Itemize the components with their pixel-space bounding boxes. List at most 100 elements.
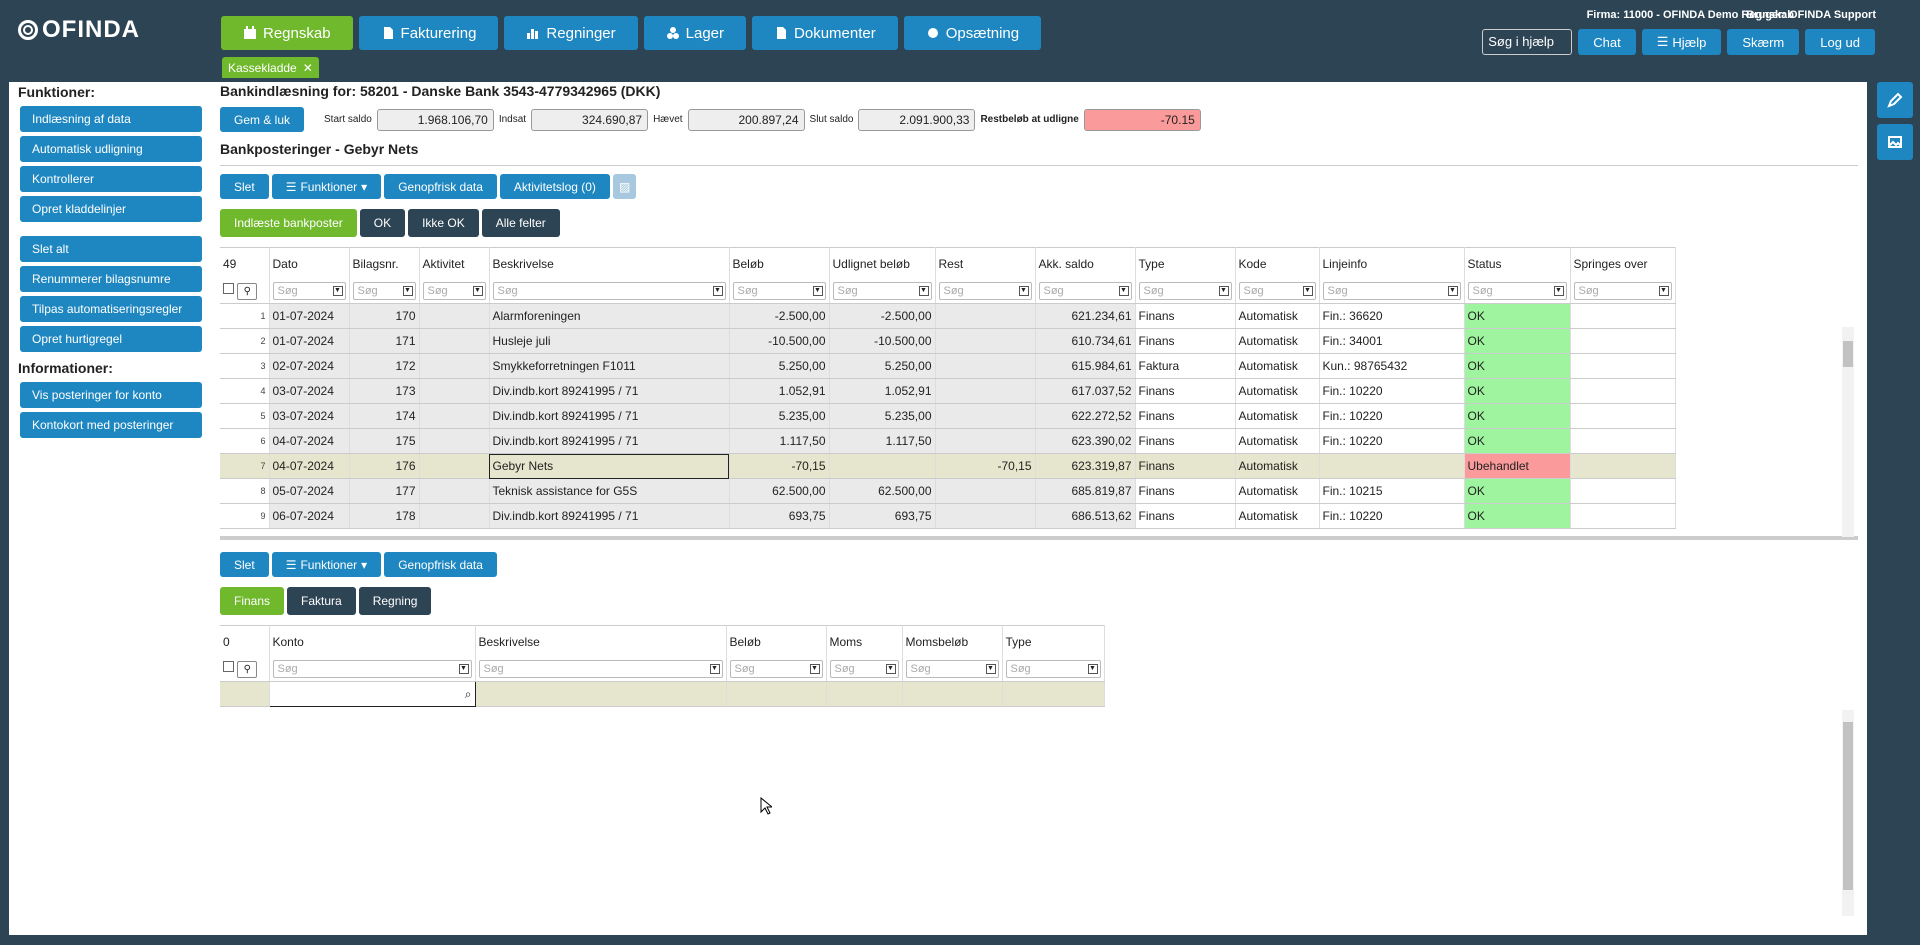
sidebar-btn-indlaesning[interactable]: Indlæsning af data: [20, 106, 202, 132]
tab-finans[interactable]: Finans: [220, 587, 285, 615]
cell-c3[interactable]: [419, 328, 490, 354]
scroll-thumb[interactable]: [1843, 341, 1853, 367]
cell-c3[interactable]: [419, 403, 490, 429]
functions-dropdown[interactable]: ☰ Funktioner ▾: [271, 174, 382, 199]
col-springes-over[interactable]: Springes over: [1570, 247, 1676, 280]
col-beloeb[interactable]: Beløb: [729, 247, 830, 280]
cell-c5[interactable]: 693,75: [729, 503, 830, 529]
filter-alle[interactable]: Alle felter: [481, 209, 560, 237]
table-row[interactable]: 7 04-07-2024 176 Gebyr Nets -70,15 -70,15 623.…: [220, 453, 1676, 479]
cell-c10[interactable]: Automatisk: [1235, 303, 1320, 329]
refresh-button[interactable]: Genopfrisk data: [384, 174, 497, 199]
cell-c12[interactable]: OK: [1464, 478, 1571, 504]
cell-c10[interactable]: Automatisk: [1235, 378, 1320, 404]
screen-button[interactable]: Skærm: [1727, 29, 1800, 55]
cell-c3[interactable]: [419, 478, 490, 504]
col-akk-saldo[interactable]: Akk. saldo: [1035, 247, 1136, 280]
filter-dropdown-icon[interactable]: ▼: [918, 286, 929, 297]
cell-c1[interactable]: 02-07-2024: [269, 353, 350, 379]
cell-c2[interactable]: 175: [349, 428, 420, 454]
col-status[interactable]: Status: [1464, 247, 1571, 280]
cell-c5[interactable]: 1.052,91: [729, 378, 830, 404]
cell-c12[interactable]: OK: [1464, 503, 1571, 529]
column-search-input[interactable]: Søg ▼: [938, 282, 1032, 301]
sidebar-btn-tilpas-regler[interactable]: Tilpas automatiseringsregler: [20, 296, 202, 322]
filter-dropdown-icon[interactable]: ▼: [809, 664, 820, 675]
cell-c9[interactable]: Finans: [1135, 428, 1236, 454]
col-beskrivelse[interactable]: Beskrivelse: [489, 247, 730, 280]
cell-c4[interactable]: Div.indb.kort 89241995 / 71: [489, 428, 730, 454]
filter-dropdown-icon[interactable]: ▼: [1218, 286, 1229, 297]
cell-c12[interactable]: OK: [1464, 353, 1571, 379]
cell-c10[interactable]: Automatisk: [1235, 403, 1320, 429]
cell-c9[interactable]: Finans: [1135, 478, 1236, 504]
col-lower-beskrivelse[interactable]: Beskrivelse: [475, 625, 727, 658]
nav-regnskab[interactable]: Regnskab: [221, 16, 353, 50]
cell-c1[interactable]: 06-07-2024: [269, 503, 350, 529]
cell-c4[interactable]: Div.indb.kort 89241995 / 71: [489, 403, 730, 429]
cell-c12[interactable]: Ubehandlet: [1464, 453, 1571, 479]
konto-input[interactable]: ⌕: [268, 681, 476, 707]
cell-c13[interactable]: [1570, 478, 1676, 504]
cell-c7[interactable]: [935, 428, 1036, 454]
cell-c8[interactable]: 623.390,02: [1035, 428, 1136, 454]
filter-dropdown-icon[interactable]: ▼: [402, 286, 413, 297]
edit-button[interactable]: [1877, 82, 1913, 118]
cell-c11[interactable]: Fin.: 36620: [1319, 303, 1465, 329]
cell-c12[interactable]: OK: [1464, 428, 1571, 454]
column-search-input[interactable]: Søg ▼: [478, 660, 723, 679]
cell-c4[interactable]: Husleje juli: [489, 328, 730, 354]
tab-regning[interactable]: Regning: [358, 587, 432, 615]
binoculars-icon[interactable]: ⚲: [237, 660, 258, 678]
col-momsbeloeb[interactable]: Momsbeløb: [902, 625, 1003, 658]
cell-c13[interactable]: [1570, 303, 1676, 329]
cell-c7[interactable]: [935, 503, 1036, 529]
cell-c3[interactable]: [419, 453, 490, 479]
col-lower-beloeb[interactable]: Beløb: [726, 625, 827, 658]
cell-c3[interactable]: [419, 353, 490, 379]
column-search-input[interactable]: Søg ▼: [1238, 282, 1316, 301]
table-row[interactable]: 8 05-07-2024 177 Teknisk assistance for G5S…: [220, 478, 1676, 504]
column-search-input[interactable]: Søg ▼: [1322, 282, 1461, 301]
cell-c4[interactable]: Div.indb.kort 89241995 / 71: [489, 503, 730, 529]
cell-c2[interactable]: 171: [349, 328, 420, 354]
column-search-input[interactable]: Søg ▼: [1467, 282, 1567, 301]
filter-dropdown-icon[interactable]: ▼: [985, 664, 996, 675]
col-konto[interactable]: Konto: [269, 625, 476, 658]
table-row[interactable]: 3 02-07-2024 172 Smykkeforretningen F1011 5.…: [220, 353, 1676, 379]
cell-c2[interactable]: 170: [349, 303, 420, 329]
nav-lager[interactable]: Lager: [643, 16, 747, 50]
cell-c10[interactable]: Automatisk: [1235, 353, 1320, 379]
binoculars-icon[interactable]: ⚲: [237, 282, 258, 300]
cell-c12[interactable]: OK: [1464, 328, 1571, 354]
filter-dropdown-icon[interactable]: ▼: [709, 664, 720, 675]
select-all-checkbox[interactable]: [223, 282, 234, 294]
column-search-input[interactable]: Søg ▼: [829, 660, 899, 679]
cell-c2[interactable]: 178: [349, 503, 420, 529]
filter-dropdown-icon[interactable]: ▼: [1087, 664, 1098, 675]
sidebar-btn-renummerer[interactable]: Renummerer bilagsnumre: [20, 266, 202, 292]
col-aktivitet[interactable]: Aktivitet: [419, 247, 490, 280]
lower-select-all-checkbox[interactable]: [223, 660, 234, 672]
sidebar-btn-hurtigregel[interactable]: Opret hurtigregel: [20, 326, 202, 352]
column-search-input[interactable]: Søg ▼: [1138, 282, 1232, 301]
cell-c2[interactable]: 174: [349, 403, 420, 429]
col-linjeinfo[interactable]: Linjeinfo: [1319, 247, 1465, 280]
cell-c2[interactable]: 173: [349, 378, 420, 404]
filter-dropdown-icon[interactable]: ▼: [1018, 286, 1029, 297]
col-rest[interactable]: Rest: [935, 247, 1036, 280]
table-row[interactable]: 6 04-07-2024 175 Div.indb.kort 89241995 / 7…: [220, 428, 1676, 454]
cell-c8[interactable]: 686.513,62: [1035, 503, 1136, 529]
cell-c3[interactable]: [419, 428, 490, 454]
table-row[interactable]: 2 01-07-2024 171 Husleje juli -10.500,00 -10.…: [220, 328, 1676, 354]
table-row[interactable]: 4 03-07-2024 173 Div.indb.kort 89241995 / 7…: [220, 378, 1676, 404]
column-search-input[interactable]: Søg ▼: [352, 282, 416, 301]
cell-c9[interactable]: Finans: [1135, 453, 1236, 479]
column-search-input[interactable]: Søg ▼: [832, 282, 932, 301]
sidebar-btn-slet-alt[interactable]: Slet alt: [20, 236, 202, 262]
cell-c5[interactable]: 1.117,50: [729, 428, 830, 454]
column-search-input[interactable]: Søg ▼: [1573, 282, 1672, 301]
cell-c4[interactable]: Teknisk assistance for G5S: [489, 478, 730, 504]
cell-c4[interactable]: Gebyr Nets: [489, 453, 730, 479]
lower-functions-dropdown[interactable]: ☰ Funktioner ▾: [271, 552, 382, 577]
